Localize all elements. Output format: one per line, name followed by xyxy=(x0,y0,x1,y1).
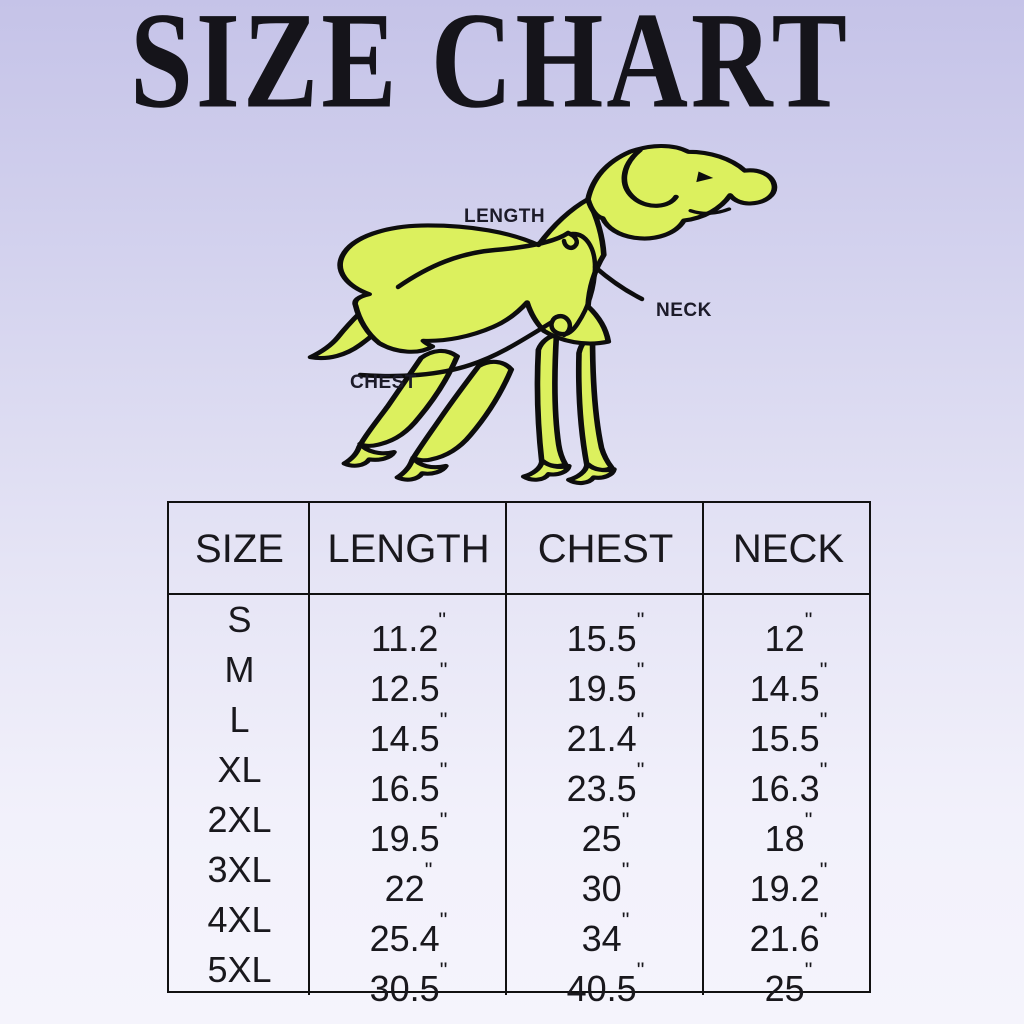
svg-text:NECK: NECK xyxy=(656,300,712,321)
svg-text:CHEST: CHEST xyxy=(350,372,417,393)
svg-text:LENGTH: LENGTH xyxy=(464,206,545,227)
